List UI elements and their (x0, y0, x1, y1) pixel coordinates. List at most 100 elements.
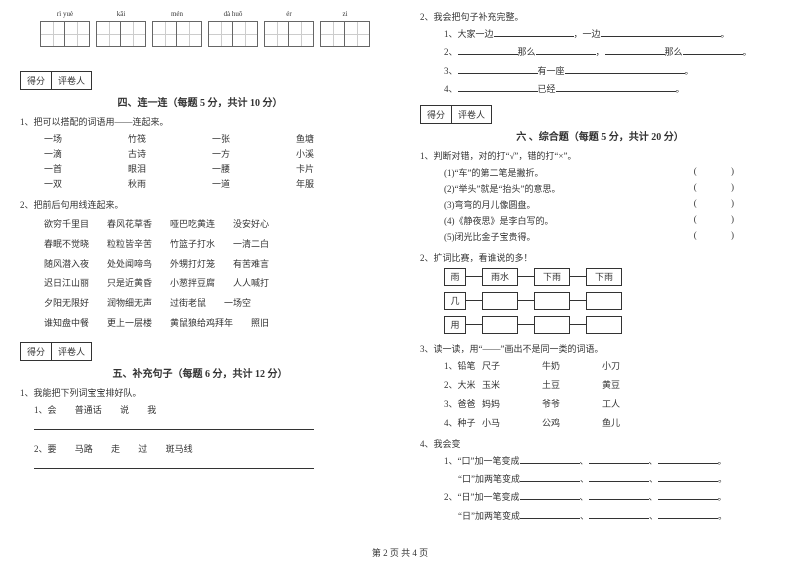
question-5-1: 1、我能把下列词宝宝排好队。 1、会 普通话 说 我 2、要 马路 走 过 斑马… (20, 386, 380, 471)
char-box-pair[interactable] (264, 21, 314, 47)
section-6-title: 六 、综合题（每题 5 分，共计 20 分） (420, 128, 780, 143)
transform-line[interactable]: “口”加两笔变成、、。 (458, 472, 780, 486)
tf-row[interactable]: (4)《静夜思》是李白写的。( ) (444, 214, 780, 227)
paren-icon[interactable]: ( ) (694, 230, 750, 243)
phrase: 只是近黄昏 (107, 274, 152, 294)
chain-box[interactable] (586, 292, 622, 310)
tf-row[interactable]: (1)“车”的第二笔是撇折。( ) (444, 166, 780, 179)
word: 3、爸爸 (444, 397, 480, 410)
word: 小刀 (602, 359, 662, 372)
word: 玉米 (482, 378, 542, 391)
word-chain: 雨 雨水 下雨 下雨 (444, 268, 780, 286)
chain-head: 用 (444, 316, 466, 334)
answer-line[interactable] (34, 459, 380, 471)
fill-line[interactable]: 1、大家一边，一边。 (444, 27, 780, 41)
tf-row[interactable]: (5)闭光比金子宝贵得。 ( ) (444, 230, 780, 243)
text: 那么 (665, 47, 683, 57)
text: “日”加两笔变成 (458, 511, 520, 521)
char-box-pair[interactable] (208, 21, 258, 47)
score-block: 得分 评卷人 (20, 71, 380, 90)
phrase: 欲穷千里目 (44, 215, 89, 235)
phrase: 迟日江山丽 (44, 274, 89, 294)
transform-line[interactable]: 2、“日”加一笔变成、、。 (444, 490, 780, 504)
paren-icon[interactable]: ( ) (694, 182, 750, 195)
chain-box[interactable] (534, 316, 570, 334)
chain-box[interactable]: 下雨 (534, 268, 570, 286)
pinyin-label: zi (342, 10, 347, 19)
word: 2、大米 (444, 378, 480, 391)
word: 斑马线 (166, 444, 193, 454)
pinyin-item: dà huǒ (208, 10, 258, 47)
pinyin-item: kāi (96, 10, 146, 47)
word-chain: 用 (444, 316, 780, 334)
word: 牛奶 (542, 359, 602, 372)
match-word: 一方 (212, 147, 296, 160)
char-box-pair[interactable] (40, 21, 90, 47)
tf-row[interactable]: (2)“举头”就是“抬头”的意思。 ( ) (444, 182, 780, 195)
chain-box[interactable] (482, 292, 518, 310)
chain-box[interactable] (482, 316, 518, 334)
answer-line[interactable] (34, 420, 380, 432)
section-5-title: 五、补充句子（每题 6 分，共计 12 分） (20, 365, 380, 380)
question-4-1: 1、把可以搭配的词语用——连起来。 一场 竹筏 一张 鱼塘 一滴 古诗 一方 小… (20, 115, 380, 190)
word: 公鸡 (542, 416, 602, 429)
chain-box[interactable] (586, 316, 622, 334)
word-row: 4、种子小马公鸡鱼儿 (444, 416, 780, 429)
transform-line[interactable]: “日”加两笔变成、、。 (458, 509, 780, 523)
score-cell: 得分 (20, 71, 52, 90)
text: 2、“日”加一笔变成 (444, 492, 520, 502)
word: 说 (120, 405, 129, 415)
match-word: 年服 (296, 177, 380, 190)
phrase-grid: 欲穷千里目春风花草香哑巴吃黄连没安好心 春眠不觉晓粒粒皆辛苦竹篮子打水一清二白 … (44, 215, 380, 334)
paren-icon[interactable]: ( ) (694, 166, 750, 179)
question-text: 3、读一读，用“——”画出不是同一类的词语。 (420, 342, 780, 355)
char-box-pair[interactable] (96, 21, 146, 47)
match-word: 一双 (44, 177, 128, 190)
phrase: 粒粒皆辛苦 (107, 235, 152, 255)
match-word: 一首 (44, 162, 128, 175)
char-box-pair[interactable] (320, 21, 370, 47)
tf-row[interactable]: (3)弯弯的月儿像圆盘。( ) (444, 198, 780, 211)
text: 那么 (518, 47, 536, 57)
tf-text: (2)“举头”就是“抬头”的意思。 (444, 182, 560, 195)
word-row: 1、铅笔尺子牛奶小刀 (444, 359, 780, 372)
question-6-4: 4、我会变 1、“口”加一笔变成、、。 “口”加两笔变成、、。 2、“日”加一笔… (420, 437, 780, 524)
pinyin-label: ér (286, 10, 291, 19)
char-box-pair[interactable] (152, 21, 202, 47)
phrase: 有苦难言 (233, 255, 269, 275)
phrase: 润物细无声 (107, 294, 152, 314)
chain-box[interactable]: 雨水 (482, 268, 518, 286)
fill-line[interactable]: 3、有一座。 (444, 64, 780, 78)
question-text: 1、我能把下列词宝宝排好队。 (20, 386, 380, 399)
fill-line[interactable]: 2、那么，那么。 (444, 45, 780, 59)
word: 尺子 (482, 359, 542, 372)
question-text: 1、把可以搭配的词语用——连起来。 (20, 115, 380, 128)
match-word: 一场 (44, 132, 128, 145)
transform-line[interactable]: 1、“口”加一笔变成、、。 (444, 454, 780, 468)
chain-box[interactable]: 下雨 (586, 268, 622, 286)
chain-box[interactable] (534, 292, 570, 310)
tf-text: (5)闭光比金子宝贵得。 (444, 230, 536, 243)
word: 妈妈 (482, 397, 542, 410)
phrase: 春风花草香 (107, 215, 152, 235)
phrase: 夕阳无限好 (44, 294, 89, 314)
match-word: 鱼塘 (296, 132, 380, 145)
text: 1、“口”加一笔变成 (444, 456, 520, 466)
text: 已经 (538, 84, 556, 94)
phrase: 外甥打灯笼 (170, 255, 215, 275)
text: 有一座 (538, 66, 565, 76)
word: 爷爷 (542, 397, 602, 410)
word: 我 (147, 405, 156, 415)
word: 马路 (75, 444, 93, 454)
question-text: 2、把前后句用线连起来。 (20, 198, 380, 211)
word: 1、会 (34, 405, 57, 415)
paren-icon[interactable]: ( ) (694, 198, 750, 211)
score-block: 得分 评卷人 (420, 105, 780, 124)
fill-line[interactable]: 4、已经。 (444, 82, 780, 96)
phrase: 哑巴吃黄连 (170, 215, 215, 235)
match-word: 小溪 (296, 147, 380, 160)
score-block: 得分 评卷人 (20, 342, 380, 361)
paren-icon[interactable]: ( ) (694, 214, 750, 227)
score-cell: 得分 (420, 105, 452, 124)
question-text: 2、扩词比赛，看谁说的多！ (420, 251, 780, 264)
